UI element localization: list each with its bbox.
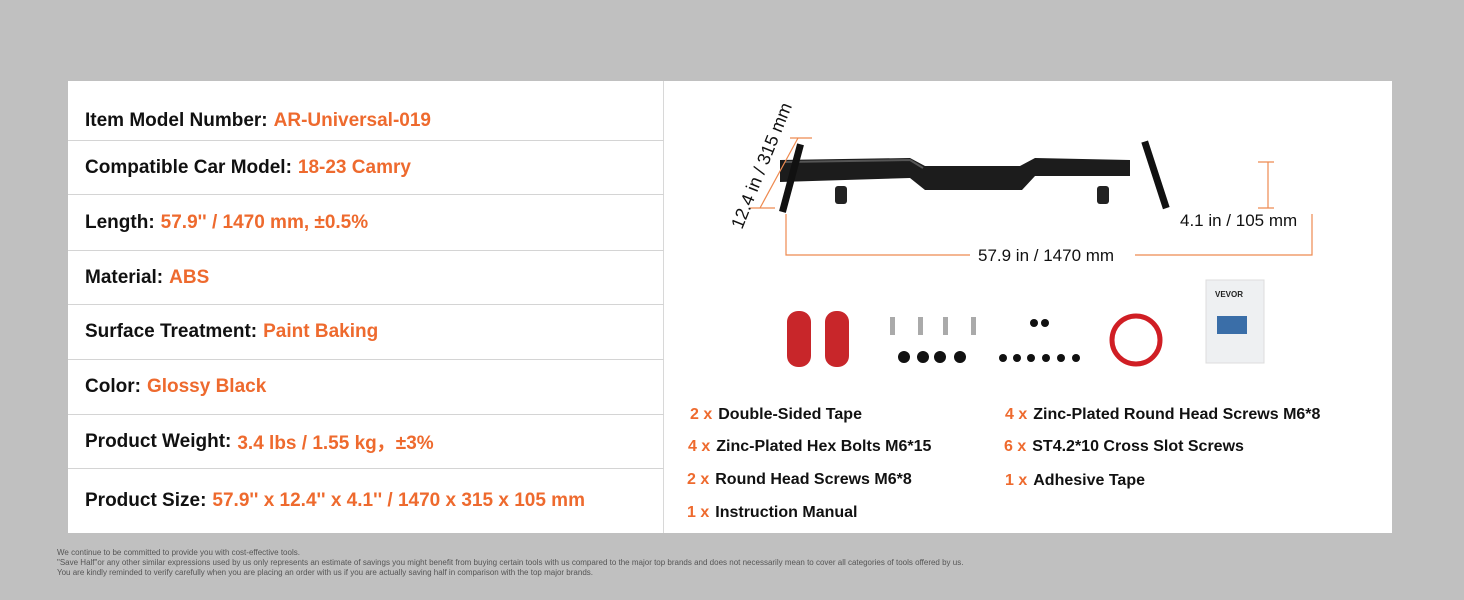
spec-value: Glossy Black <box>146 376 267 397</box>
spec-row-size: Product Size: 57.9'' x 12.4'' x 4.1'' / 1… <box>68 469 664 533</box>
spec-row-color: Color: Glossy Black <box>68 360 664 415</box>
accessory-item: 4 x Zinc-Plated Round Head Screws M6*8 <box>1005 406 1320 424</box>
accessory-qty: 4 x <box>1005 406 1028 423</box>
accessory-qty: 1 x <box>687 504 710 521</box>
spec-row-surface: Surface Treatment: Paint Baking <box>68 305 664 360</box>
manual-brand: VEVOR <box>1215 290 1243 299</box>
accessory-name: Zinc-Plated Hex Bolts M6*15 <box>716 438 932 455</box>
accessory-item: 4 x Zinc-Plated Hex Bolts M6*15 <box>688 438 931 456</box>
accessory-name: Zinc-Plated Round Head Screws M6*8 <box>1033 406 1321 423</box>
depth-dimension: 4.1 in / 105 mm <box>1180 211 1297 230</box>
spec-label: Length: <box>85 211 155 233</box>
accessory-name: Instruction Manual <box>715 504 858 521</box>
accessory-item: 2 x Round Head Screws M6*8 <box>687 471 912 489</box>
spec-row-length: Length: 57.9'' / 1470 mm, ±0.5% <box>68 195 664 251</box>
accessory-qty: 2 x <box>687 471 710 488</box>
accessory-item: 6 x ST4.2*10 Cross Slot Screws <box>1004 438 1244 456</box>
accessory-item: 1 x Instruction Manual <box>687 504 857 522</box>
disclaimer: We continue to be committed to provide y… <box>57 548 963 578</box>
spec-label: Color: <box>85 376 141 397</box>
spec-label: Product Weight: <box>85 430 232 452</box>
length-dimension: 57.9 in / 1470 mm <box>978 246 1114 265</box>
spoiler-image <box>779 140 1170 213</box>
spec-row-compatible: Compatible Car Model: 18-23 Camry <box>68 141 664 195</box>
accessory-name: Round Head Screws M6*8 <box>715 471 912 488</box>
double-sided-tape-image <box>787 311 849 367</box>
spec-value: AR-Universal-019 <box>273 109 431 131</box>
hex-bolts-image <box>890 317 976 335</box>
accessory-name: Adhesive Tape <box>1033 472 1145 489</box>
spec-row-material: Material: ABS <box>68 251 664 305</box>
spec-value: 57.9'' / 1470 mm, ±0.5% <box>160 211 369 233</box>
spec-value: 3.4 lbs / 1.55 kg，±3% <box>237 433 434 454</box>
spec-label: Surface Treatment: <box>85 321 258 342</box>
accessory-qty: 2 x <box>690 406 713 423</box>
spec-row-weight: Product Weight: 3.4 lbs / 1.55 kg，±3% <box>68 415 664 469</box>
spec-table: Item Model Number: AR-Universal-019 Compa… <box>68 81 664 533</box>
spec-value: 57.9'' x 12.4'' x 4.1'' / 1470 x 315 x 1… <box>212 490 585 511</box>
accessory-name: Double-Sided Tape <box>718 406 862 423</box>
accessory-qty: 4 x <box>688 438 711 455</box>
accessory-name: ST4.2*10 Cross Slot Screws <box>1032 438 1244 455</box>
instruction-manual-image: VEVOR <box>1205 279 1265 364</box>
accessory-item: 1 x Adhesive Tape <box>1005 472 1145 490</box>
spec-panel: Item Model Number: AR-Universal-019 Compa… <box>68 81 1392 533</box>
accessory-qty: 6 x <box>1004 438 1027 455</box>
spec-row-model: Item Model Number: AR-Universal-019 <box>68 81 664 141</box>
disclaimer-line: You are kindly reminded to verify carefu… <box>57 568 593 577</box>
accessory-qty: 1 x <box>1005 472 1028 489</box>
spec-label: Item Model Number: <box>85 109 268 131</box>
spec-value: Paint Baking <box>263 321 379 342</box>
spec-label: Compatible Car Model: <box>85 156 292 178</box>
spec-label: Product Size: <box>85 490 207 511</box>
accessory-item: 2 x Double-Sided Tape <box>690 406 862 424</box>
disclaimer-line: "Save Half"or any other similar expressi… <box>57 558 964 567</box>
spec-value: ABS <box>169 266 210 288</box>
adhesive-tape-image <box>1109 313 1163 367</box>
spec-value: 18-23 Camry <box>297 156 411 178</box>
spoiler-diagram: 12.4 in / 315 mm 4.1 in / 105 mm 57.9 in… <box>727 100 1313 367</box>
disclaimer-line: We continue to be committed to provide y… <box>57 548 300 557</box>
round-screws-image <box>898 319 1080 363</box>
spec-label: Material: <box>85 266 164 288</box>
dimension-lines <box>750 137 1313 256</box>
